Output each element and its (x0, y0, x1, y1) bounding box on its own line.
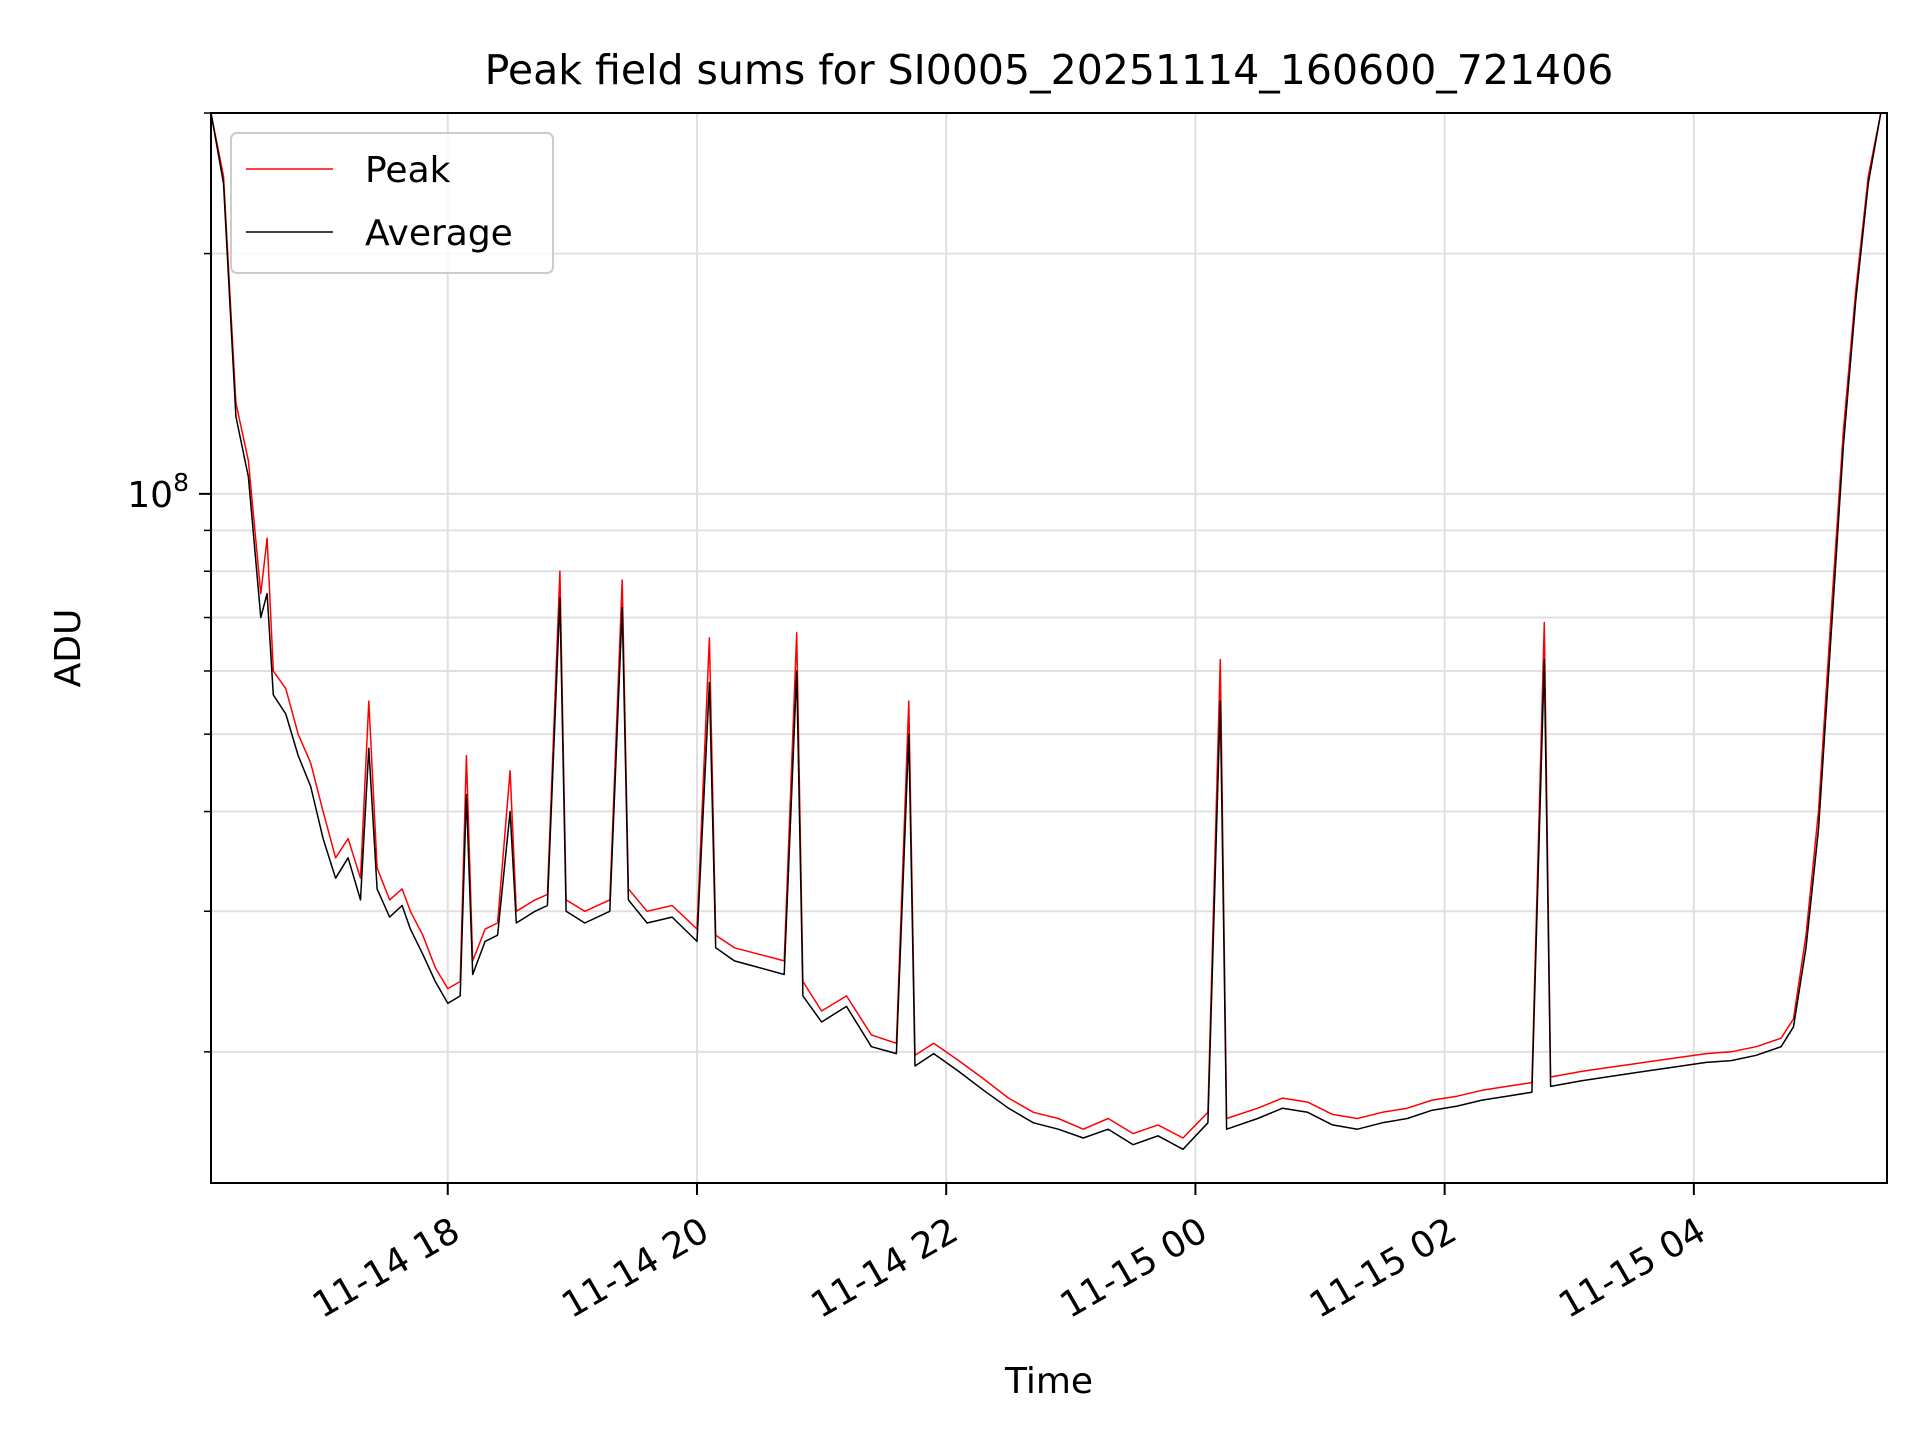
legend: Peak Average (230, 132, 554, 274)
legend-box (230, 132, 554, 274)
x-axis-label: Time (1004, 1361, 1093, 1402)
series-line-peak (211, 113, 1882, 1139)
legend-label-peak: Peak (365, 150, 451, 191)
series-layer (211, 113, 1882, 1151)
y-tick-label: 108 (127, 468, 189, 516)
y-tick-label-exponent: 8 (173, 468, 189, 497)
series-line-average (211, 113, 1882, 1151)
legend-label-average: Average (365, 213, 513, 254)
y-tick-label-base: 10 (127, 475, 173, 516)
y-axis-label: ADU (48, 609, 89, 688)
plot-frame (210, 112, 1888, 1184)
chart-title: Peak field sums for SI0005_20251114_1606… (485, 46, 1614, 94)
grid-lines (211, 112, 1887, 1183)
y-axis-ticks: 108 (127, 112, 211, 1053)
